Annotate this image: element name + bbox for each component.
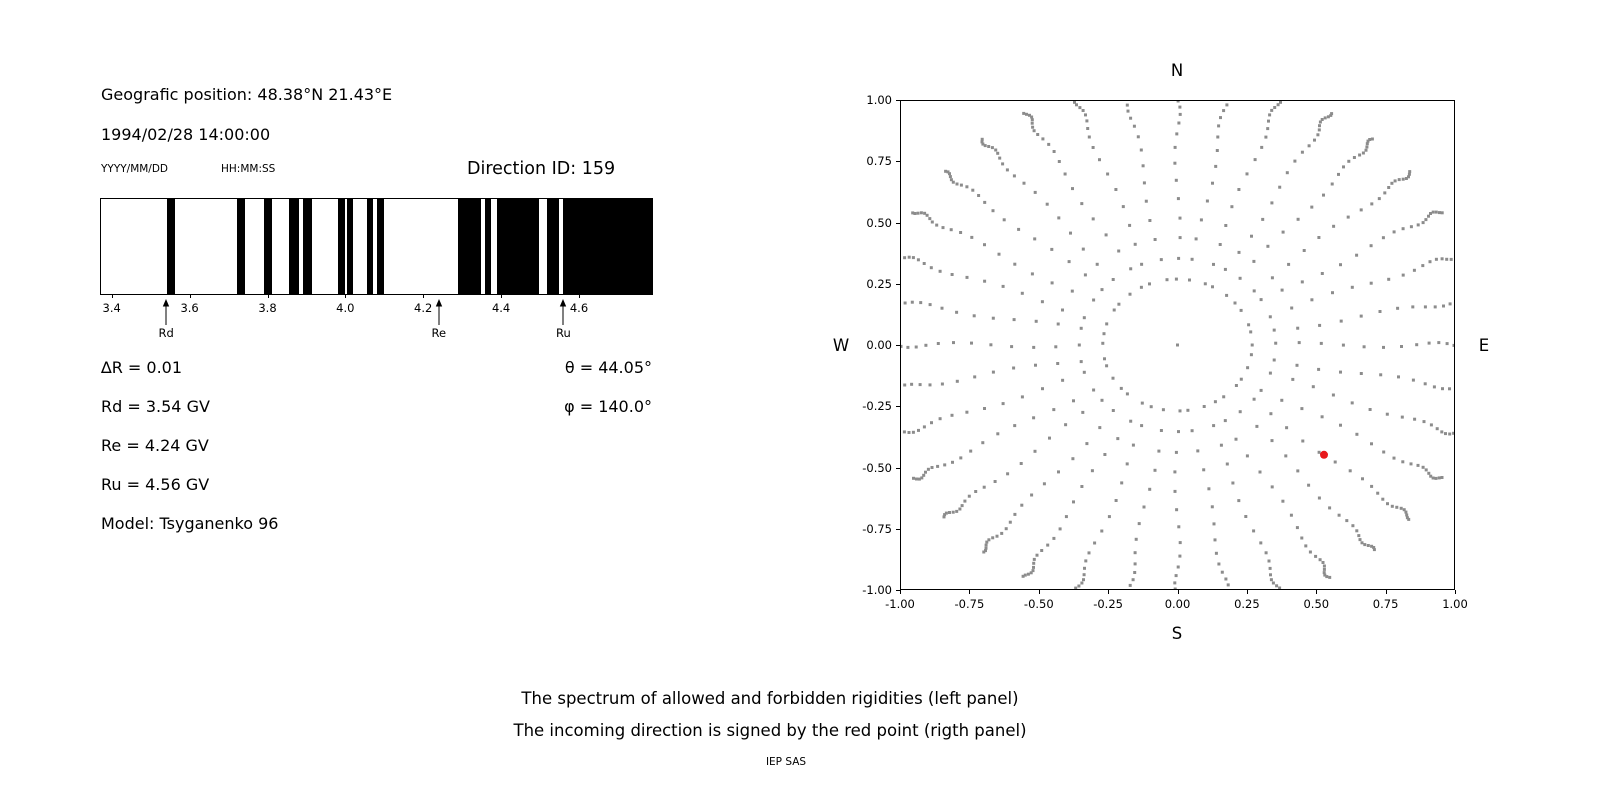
spectrum-tick-label: 4.6 — [569, 301, 589, 315]
angle-line: φ = 140.0° — [564, 397, 652, 416]
spectrum-tick-label: 4.4 — [491, 301, 511, 315]
angle-list: θ = 44.05° φ = 140.0° — [512, 358, 652, 448]
cutoff-marker-label: Ru — [556, 326, 571, 340]
date-format-label: YYYY/MM/DD — [101, 163, 169, 175]
x-tick-label: 0.00 — [1164, 597, 1191, 611]
forbidden-band — [302, 199, 313, 294]
x-tick-mark — [1455, 590, 1456, 594]
forbidden-band — [263, 199, 272, 294]
trajectory-dots — [899, 99, 1456, 591]
spectrum-tick-mark — [579, 295, 580, 298]
y-tick-mark — [896, 590, 900, 591]
spectrum-tick-mark — [267, 295, 269, 298]
forbidden-band — [289, 199, 299, 294]
parameter-list: ∆R = 0.01 Rd = 3.54 GV Re = 4.24 GV Ru = 4.… — [101, 358, 421, 538]
spectrum-tick-mark — [189, 295, 191, 298]
compass-east-label: E — [1478, 336, 1490, 355]
spectrum-tick-label: 4.0 — [336, 301, 355, 315]
x-tick-label: 0.25 — [1234, 597, 1260, 611]
cutoff-marker-ru: Ru — [546, 299, 580, 340]
spectrum-tick-mark — [423, 295, 425, 298]
y-tick-label: 1.00 — [866, 93, 892, 107]
direction-plot — [899, 99, 1456, 591]
y-tick-label: 0.75 — [866, 154, 892, 169]
y-tick-label: -1.00 — [862, 583, 892, 597]
forbidden-band — [347, 199, 354, 294]
spectrum-tick-mark — [501, 295, 503, 298]
cutoff-marker-re: Re — [422, 299, 456, 340]
caption-line-2: The incoming direction is signed by the … — [513, 721, 1027, 740]
rigidity-spectrum-axis: 3.4 3.6 3.8 4.0 4.2 4.4 4.6 Rd Re Ru — [100, 295, 653, 359]
y-tick-label: -0.75 — [862, 521, 892, 536]
compass-north-label: N — [1170, 61, 1184, 80]
datetime-label: 1994/02/28 14:00:00 — [101, 125, 271, 144]
angle-line: θ = 44.05° — [564, 358, 652, 377]
up-arrow-icon — [162, 299, 170, 325]
rigidity-spectrum-plot — [100, 198, 653, 295]
direction-id-label: Direction ID: 159 — [467, 159, 616, 179]
forbidden-band — [547, 199, 559, 294]
forbidden-band — [457, 199, 482, 294]
y-tick-label: 0.50 — [866, 215, 892, 230]
forbidden-band — [485, 199, 491, 294]
forbidden-band — [496, 199, 540, 294]
forbidden-band — [366, 199, 373, 294]
forbidden-band — [166, 199, 175, 294]
caption-line-1: The spectrum of allowed and forbidden ri… — [521, 689, 1019, 708]
x-tick-label: 0.50 — [1303, 597, 1330, 611]
forbidden-band — [562, 199, 652, 294]
up-arrow-icon — [435, 299, 442, 325]
spectrum-tick-mark — [111, 295, 113, 298]
compass-west-label: W — [832, 336, 850, 355]
y-tick-label: -0.50 — [862, 460, 892, 475]
forbidden-band — [376, 199, 385, 294]
spectrum-tick-label: 3.4 — [102, 301, 121, 315]
time-format-label: HH:MM:SS — [221, 163, 276, 175]
x-tick-label: 1.00 — [1442, 597, 1468, 611]
x-tick-label: -1.00 — [885, 597, 915, 611]
forbidden-band — [337, 199, 346, 294]
credit-label: IEP SAS — [765, 756, 807, 768]
compass-south-label: S — [1171, 624, 1183, 643]
up-arrow-icon — [560, 299, 567, 325]
geo-position-label: Geografic position: 48.38°N 21.43°E — [101, 85, 393, 104]
forbidden-band — [236, 199, 245, 294]
param-line: Model: Tsyganenko 96 — [101, 514, 279, 533]
x-tick-label: 0.75 — [1372, 597, 1399, 611]
param-line: Rd = 3.54 GV — [101, 397, 210, 416]
red-direction-point — [1320, 450, 1328, 459]
spectrum-tick-label: 3.8 — [258, 301, 277, 315]
param-line: Ru = 4.56 GV — [101, 475, 210, 494]
cutoff-marker-label: Re — [431, 326, 447, 340]
direction-scatter — [899, 99, 1456, 591]
x-tick-label: -0.25 — [1093, 597, 1123, 611]
y-tick-label: -0.25 — [862, 399, 892, 414]
spectrum-tick-mark — [345, 295, 347, 298]
param-line: Re = 4.24 GV — [101, 436, 209, 455]
cutoff-marker-label: Rd — [158, 326, 174, 340]
x-tick-label: -0.50 — [1023, 597, 1054, 611]
spectrum-tick-label: 4.2 — [414, 301, 433, 315]
param-line: ∆R = 0.01 — [101, 358, 183, 377]
spectrum-tick-label: 3.6 — [180, 301, 199, 315]
cutoff-marker-rd: Rd — [149, 299, 183, 340]
x-tick-label: -0.75 — [954, 597, 985, 611]
y-tick-label: 0.25 — [866, 276, 892, 291]
